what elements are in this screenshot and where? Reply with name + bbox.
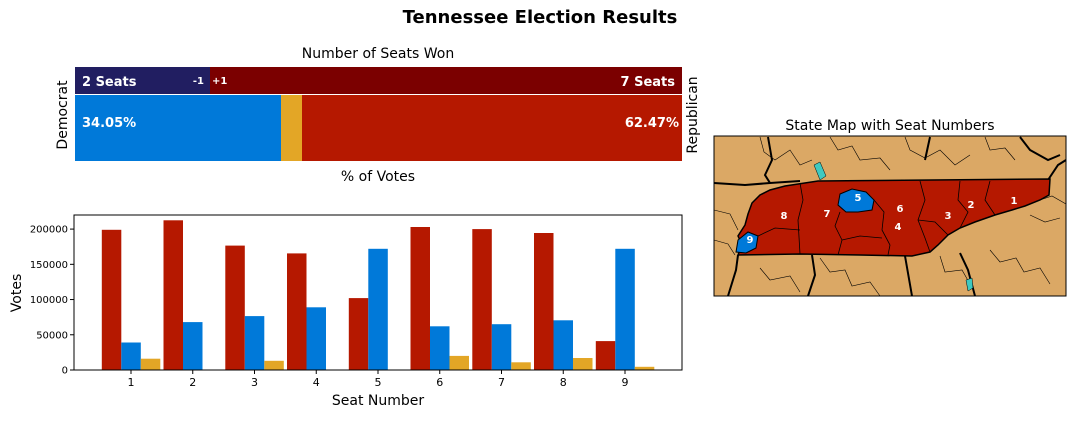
district-9-shape — [735, 231, 759, 254]
district-label-1: 1 — [1011, 196, 1018, 207]
district-boundaries — [757, 180, 996, 256]
vote-bar — [491, 324, 512, 370]
district-label-8: 8 — [781, 211, 788, 222]
votes-ylabel: Votes — [9, 274, 25, 312]
vote-share-xlabel: % of Votes — [341, 169, 415, 185]
district-label-4: 4 — [895, 222, 902, 233]
vote-bar — [511, 362, 531, 371]
vote-bar — [101, 229, 122, 370]
dem-vote-label: 34.05% — [82, 116, 136, 131]
vote-bar — [534, 233, 554, 370]
vote-bar — [287, 253, 307, 370]
x-tick-label: 7 — [498, 376, 505, 389]
vote-bar — [634, 366, 655, 370]
figure-title: Tennessee Election Results — [403, 7, 678, 28]
vote-bar — [183, 322, 203, 370]
x-tick-label: 4 — [313, 376, 320, 389]
district-label-9: 9 — [747, 235, 754, 246]
y-tick-label: 200000 — [30, 225, 68, 236]
vote-bar — [306, 307, 326, 370]
other-vote-bar — [281, 95, 302, 161]
rep-seats-label: 7 Seats — [621, 75, 676, 90]
seat-share-panel: Number of Seats Won 2 Seats -1 +1 7 Seat… — [55, 46, 701, 185]
rep-seats-bar — [210, 67, 682, 94]
x-tick-label: 1 — [128, 376, 135, 389]
district-label-6: 6 — [897, 204, 904, 215]
water-feature — [965, 277, 974, 292]
district-5-shape — [837, 188, 875, 213]
vote-bar — [163, 220, 183, 370]
plot-frame — [73, 214, 683, 371]
rep-vote-bar — [302, 95, 682, 161]
x-tick-label: 2 — [189, 376, 196, 389]
vote-bar — [225, 245, 245, 370]
x-tick-label: 3 — [251, 376, 258, 389]
x-tick-label: 5 — [375, 376, 382, 389]
tennessee-outline — [736, 178, 1051, 257]
vote-bar — [449, 355, 469, 370]
vote-bar — [121, 342, 141, 370]
dem-seats-bar — [75, 67, 210, 94]
rep-vote-label: 62.47% — [625, 116, 679, 131]
republican-axis-label: Republican — [685, 76, 701, 153]
state-borders — [713, 136, 1067, 297]
vote-bar — [410, 227, 430, 370]
state-map-panel: State Map with Seat Numbers — [713, 118, 1067, 297]
district-label-5: 5 — [855, 193, 862, 204]
water-feature — [813, 161, 827, 181]
rep-change-label: +1 — [212, 76, 227, 87]
vote-bar — [244, 316, 265, 370]
district-label-7: 7 — [824, 209, 831, 220]
vote-bar — [368, 248, 388, 370]
y-tick-label: 150000 — [30, 260, 68, 271]
neighbor-county-lines — [713, 136, 1067, 297]
y-tick-label: 100000 — [30, 295, 68, 306]
votes-bar-chart: 0 50000 100000 150000 200000 1 2 3 4 5 6 7 8 9 Votes… — [9, 214, 683, 409]
y-tick-label: 0 — [62, 366, 68, 377]
seat-number-xlabel: Seat Number — [332, 393, 425, 409]
vote-bar — [140, 358, 161, 370]
district-label-2: 2 — [968, 200, 975, 211]
vote-bar — [348, 298, 369, 370]
x-tick-label: 9 — [622, 376, 629, 389]
x-tick-label: 6 — [436, 376, 443, 389]
map-title: State Map with Seat Numbers — [785, 118, 994, 134]
bars-group — [101, 220, 655, 371]
vote-bar — [264, 360, 284, 370]
dem-seats-label: 2 Seats — [82, 75, 137, 90]
vote-bar — [472, 229, 492, 370]
x-axis-ticks: 1 2 3 4 5 6 7 8 9 — [128, 370, 629, 389]
vote-bar — [615, 248, 635, 370]
y-tick-label: 50000 — [36, 330, 68, 341]
democrat-axis-label: Democrat — [55, 80, 71, 150]
vote-bar — [573, 358, 593, 370]
vote-bar — [553, 320, 573, 370]
district-label-3: 3 — [945, 211, 952, 222]
vote-bar — [595, 341, 616, 370]
vote-bar — [430, 326, 450, 370]
seat-panel-title: Number of Seats Won — [302, 46, 454, 62]
x-tick-label: 8 — [560, 376, 567, 389]
dem-change-label: -1 — [193, 76, 204, 87]
y-axis-ticks: 0 50000 100000 150000 200000 — [30, 225, 74, 377]
dem-vote-bar — [75, 95, 281, 161]
